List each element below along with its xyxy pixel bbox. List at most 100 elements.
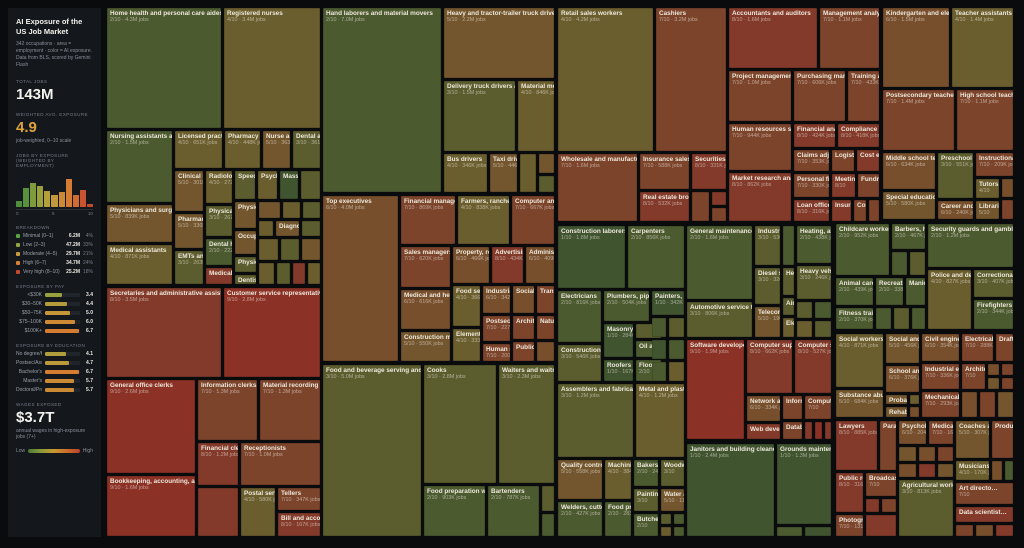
treemap-cell[interactable]: Training and deve…7/10 · 433K jobs	[848, 71, 879, 121]
treemap-cell[interactable]: Butchers2/10	[634, 514, 658, 536]
treemap-cell[interactable]: Correctional office…3/10 · 407K jobs	[974, 270, 1013, 297]
treemap-cell-small[interactable]	[283, 202, 300, 218]
treemap-cell[interactable]: Water and w…5/10 · 119K jobs	[661, 489, 684, 511]
treemap-cell[interactable]: Fitness trainers an…2/10 · 370K jobs	[836, 308, 873, 329]
treemap-cell[interactable]: School and career …6/10 · 376K jobs	[886, 366, 919, 392]
treemap-cell[interactable]: Heavy vehicl…3/10 · 246K jobs	[797, 266, 831, 299]
treemap-cell-small[interactable]	[876, 308, 891, 329]
treemap-cell-small[interactable]	[992, 461, 1002, 480]
treemap-cell-small[interactable]	[301, 171, 320, 199]
treemap-cell-small[interactable]	[866, 499, 879, 512]
treemap-cell-small[interactable]	[919, 464, 935, 477]
treemap-cell[interactable]: Information clerks 7/10 · 1.3M jobs	[198, 380, 257, 440]
treemap-cell[interactable]: Pharmacists5/10 · 336K jobs	[175, 214, 203, 248]
treemap-cell[interactable]: Medical recor…	[206, 268, 232, 284]
treemap-cell-small[interactable]	[805, 422, 812, 439]
treemap-cell[interactable]: Physical thera…3/10 · 267K jobs	[206, 206, 232, 236]
treemap-cell[interactable]: Radiologic an…4/10 · 272K jobs	[206, 171, 232, 203]
treemap-cell[interactable]: Masonry wo…1/10 · 284K jobs	[604, 324, 633, 357]
treemap-cell[interactable]: Sales managers 7/10 · 620K jobs	[401, 247, 450, 287]
treemap-cell[interactable]: Preschool teache…3/10 · 551K jobs	[938, 153, 973, 198]
treemap-cell[interactable]: Tellers 7/10 · 347K jobs	[278, 488, 320, 510]
treemap-cell-small[interactable]	[293, 263, 305, 284]
treemap-cell[interactable]: General maintenance and …2/10 · 1.6M job…	[687, 226, 752, 299]
treemap-cell[interactable]: Bartenders 2/10 · 787K jobs	[488, 486, 539, 536]
treemap-cell[interactable]: Woodwork…3/10	[661, 460, 684, 486]
treemap-cell-small[interactable]	[542, 486, 554, 511]
treemap-cell[interactable]: Recreation work…2/10 · 338K jobs	[876, 278, 903, 305]
treemap-cell-small[interactable]	[938, 464, 953, 477]
treemap-cell-small[interactable]	[797, 302, 812, 318]
treemap-cell[interactable]: Financial clerks8/10 · 1.2M jobs	[198, 443, 238, 485]
treemap-cell[interactable]: Compliance office…8/10 · 418K jobs	[838, 124, 879, 147]
treemap-cell[interactable]: Top executives 6/10 · 4.0M jobs	[323, 196, 398, 361]
treemap-cell[interactable]: Paralegals	[880, 421, 896, 470]
treemap-cell[interactable]: Public relatio…8/10 · 316K jobs	[836, 473, 863, 512]
treemap-cell-small[interactable]	[988, 378, 999, 389]
treemap-cell-small[interactable]	[302, 239, 320, 260]
treemap-cell[interactable]: Welders, cutters, a…2/10 · 427K jobs	[558, 502, 602, 536]
treemap-cell[interactable]: Registered nurses 4/10 · 3.4M jobs	[224, 8, 320, 128]
treemap-cell-small[interactable]	[869, 200, 879, 221]
treemap-cell[interactable]: Medical scie…7/10 · 169K jobs	[929, 421, 953, 444]
treemap-cell[interactable]: Real estate brokers8/10 · 532K jobs	[640, 192, 689, 221]
treemap-cell[interactable]: Dental assista…3/10 · 361K jobs	[293, 131, 320, 168]
treemap-cell[interactable]: Human resources speci…7/10 · 944K jobs	[729, 124, 791, 170]
treemap-cell[interactable]: Art directo… 7/10	[956, 483, 1013, 504]
treemap-cell-small[interactable]	[825, 422, 831, 439]
treemap-cell[interactable]: Home health and personal care aides 2/10 …	[107, 8, 221, 128]
treemap-cell-small[interactable]	[783, 226, 794, 265]
treemap-cell-small[interactable]	[259, 239, 278, 260]
treemap-cell[interactable]: Accountants and auditors 8/10 · 1.6M jobs	[729, 8, 817, 68]
treemap-cell[interactable]: Social workers 4/10 · 871K jobs	[836, 334, 883, 387]
treemap-cell-small[interactable]	[777, 527, 802, 536]
treemap-cell[interactable]: Bill and acco…8/10 · 167K jobs	[278, 513, 320, 536]
treemap-cell[interactable]: Construction laborers and hel…1/10 · 1.8…	[558, 226, 625, 288]
treemap-cell[interactable]: Dentists	[235, 275, 256, 284]
treemap-cell[interactable]: Software developers, …9/10 · 1.9M jobs	[687, 340, 744, 439]
treemap-cell[interactable]: Janitors and building cleaners 1/10 · 2.4…	[687, 444, 774, 536]
treemap-cell[interactable]: Postal service wo…4/10 · 580K jobs	[241, 488, 275, 536]
treemap-cell[interactable]: Librarians a…5/10	[976, 201, 999, 219]
treemap-cell[interactable]: Claims adjusters, …7/10 · 353K jobs	[794, 150, 829, 171]
treemap-cell[interactable]: Firefighters 2/10 · 344K jobs	[974, 300, 1013, 329]
treemap-cell[interactable]: Cost estima…	[857, 150, 879, 171]
treemap-cell[interactable]: Database…	[783, 422, 802, 439]
treemap-cell-small[interactable]	[669, 318, 684, 337]
treemap-cell-small[interactable]	[962, 392, 977, 417]
treemap-cell-small[interactable]	[281, 239, 299, 260]
treemap-cell-small[interactable]	[692, 192, 709, 221]
treemap-cell[interactable]: Web developers a…	[747, 424, 780, 439]
treemap-cell[interactable]: Assemblers and fabricators3/10 · 1.2M jo…	[558, 384, 633, 457]
treemap-cell[interactable]: Diagnosti…	[276, 221, 299, 236]
treemap-cell-small[interactable]	[674, 514, 684, 524]
treemap-cell[interactable]: Kindergarten and elemen…6/10 · 1.5M jobs	[883, 8, 949, 87]
treemap-cell-small[interactable]	[882, 499, 896, 512]
treemap-cell[interactable]: Grounds maintenan…1/10 · 1.3M jobs	[777, 444, 831, 524]
treemap-cell-small[interactable]	[899, 464, 916, 477]
treemap-cell[interactable]: Pharmacy technici…4/10 · 448K jobs	[225, 131, 260, 168]
treemap-cell[interactable]: Architects7/10	[962, 364, 985, 389]
treemap-cell[interactable]: Machinists an…4/10 · 384K jobs	[605, 460, 631, 499]
treemap-cell-small[interactable]	[542, 514, 554, 536]
treemap-cell-small[interactable]	[996, 525, 1013, 536]
treemap-cell[interactable]: Manicuri…	[906, 278, 925, 305]
treemap-cell-small[interactable]	[1002, 378, 1013, 389]
treemap-cell-small[interactable]	[1005, 461, 1013, 480]
treemap-cell[interactable]: Secretaries and administrative assistant…	[107, 288, 221, 377]
treemap-cell[interactable]: Social and …	[513, 286, 534, 313]
treemap-cell[interactable]: Bus drivers 4/10 · 346K jobs	[444, 154, 487, 192]
treemap-cell[interactable]: Middle school teach…6/10 · 634K jobs	[883, 153, 935, 189]
treemap-cell-small[interactable]	[652, 340, 666, 359]
treemap-cell[interactable]: Securities, comm…8/10 · 331K jobs	[692, 154, 726, 189]
treemap-cell[interactable]: Natural sci…	[537, 316, 554, 339]
treemap-cell-small[interactable]	[805, 527, 831, 536]
treemap-cell[interactable]: Producers	[992, 421, 1013, 458]
treemap-cell-small[interactable]	[661, 527, 671, 536]
treemap-cell[interactable]: Coaches and sc…5/10 · 307K jobs	[956, 421, 989, 458]
treemap-cell[interactable]: Physician as…	[235, 202, 256, 228]
treemap-cell-small[interactable]	[539, 154, 554, 173]
treemap-cell[interactable]: Farmers, ranchers, a…4/10 · 838K jobs	[458, 196, 509, 244]
